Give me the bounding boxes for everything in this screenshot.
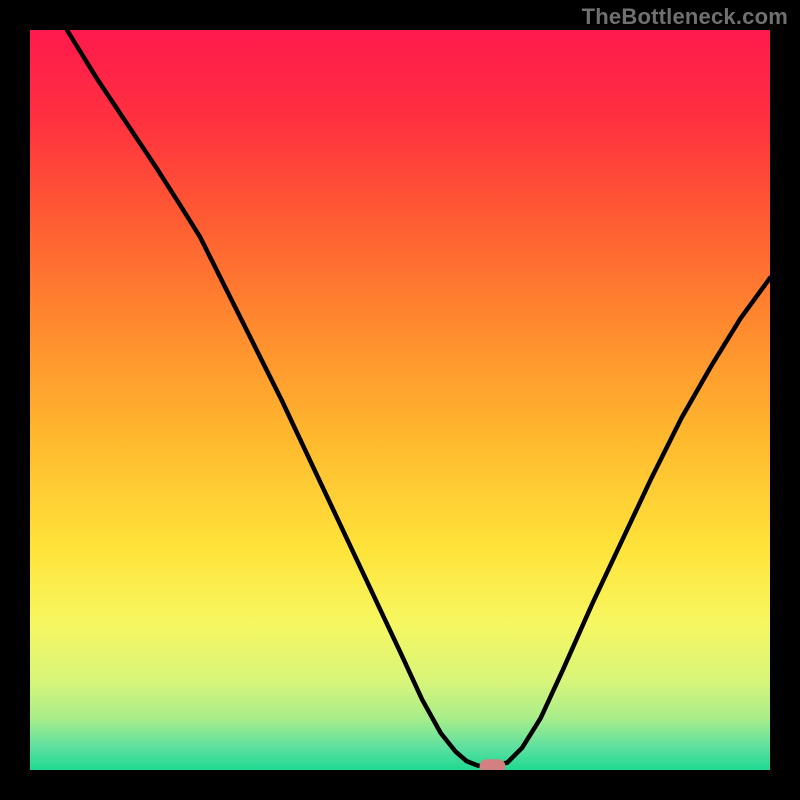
bottleneck-chart: [0, 0, 800, 800]
watermark-text: TheBottleneck.com: [582, 4, 788, 30]
